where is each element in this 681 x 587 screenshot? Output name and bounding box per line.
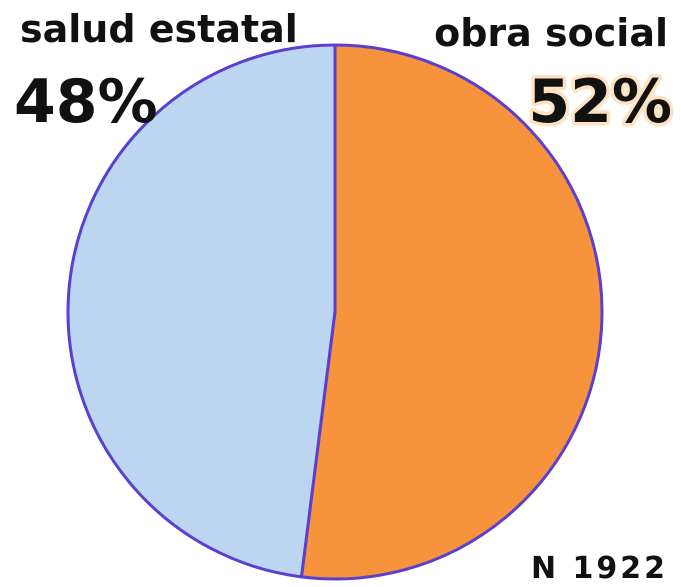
category-label: salud estatal [20,7,298,51]
value-label: 52% [528,67,672,137]
annotation: N 1922 [531,551,668,586]
chart: salud estatal 48% obra social 52% N 1922 [0,0,681,587]
category-label: obra social [434,11,668,55]
value-label: 48% [14,67,158,137]
